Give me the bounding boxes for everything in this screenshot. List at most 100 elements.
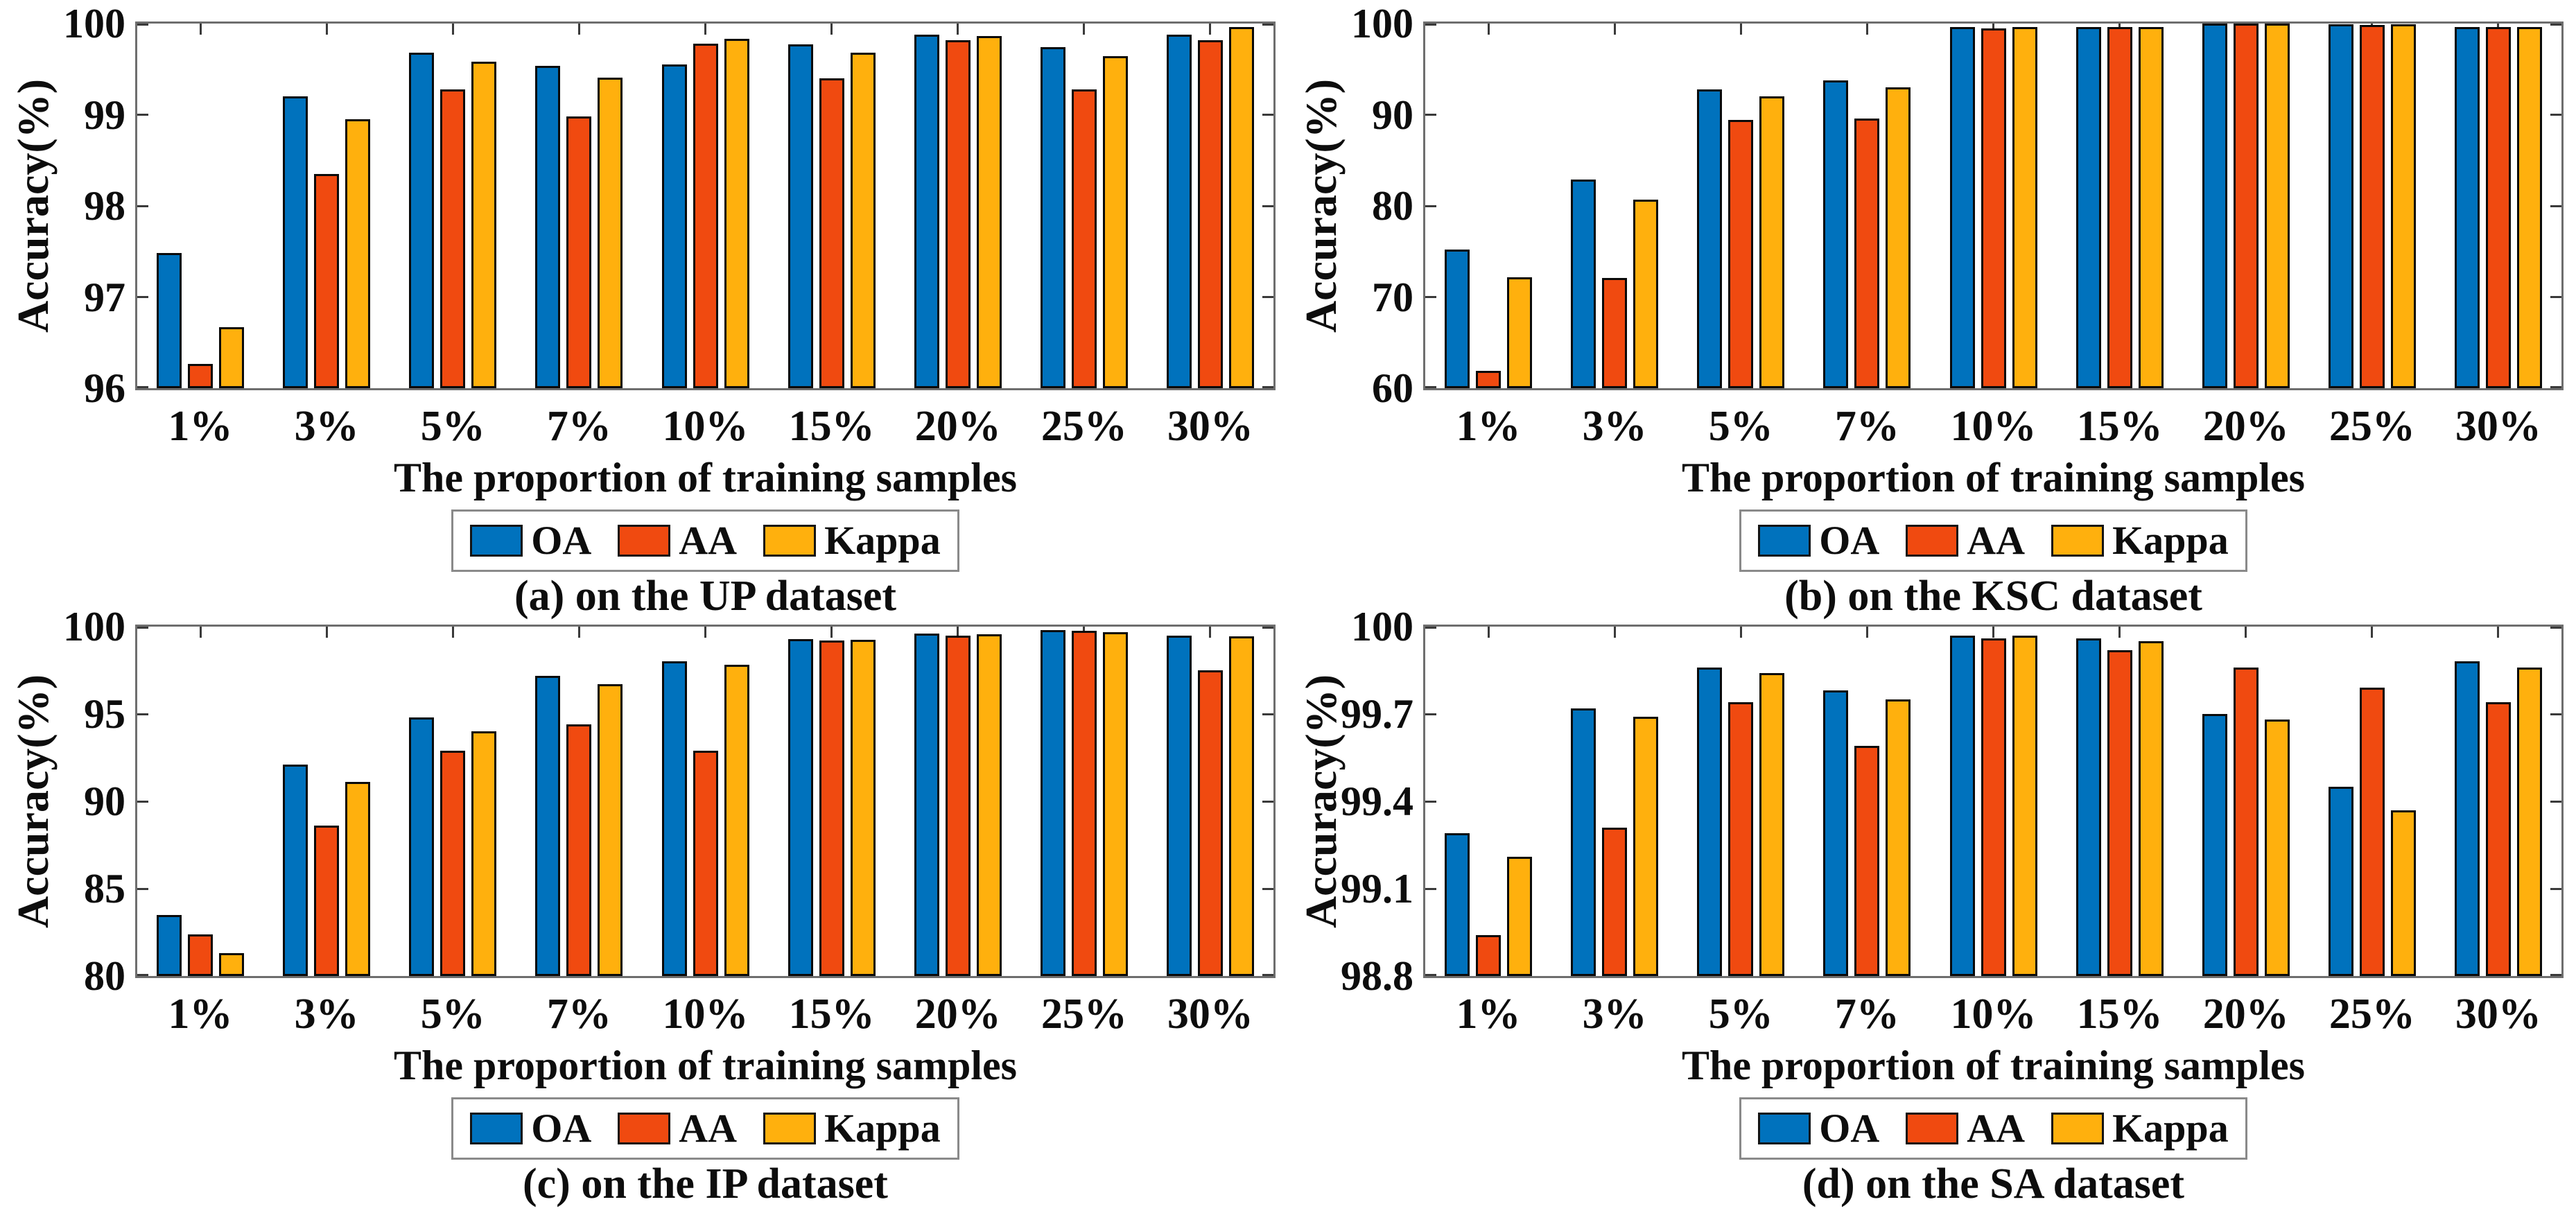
bar-kappa-20% <box>2264 720 2290 976</box>
bar-oa-10% <box>661 64 687 388</box>
bar-kappa-7% <box>598 77 623 388</box>
legend: OA AA Kappa <box>135 509 1276 572</box>
subplot-b: Accuracy(%) 60 70 80 90 100 1% 3% 5% 7% 10% 15% 20% 2… <box>1288 0 2576 620</box>
x-tick-label: 5% <box>1708 991 1773 1038</box>
bar-oa-7% <box>535 65 561 388</box>
x-tick-label: 1% <box>1456 403 1521 450</box>
legend: OA AA Kappa <box>135 1097 1276 1160</box>
legend-item-kappa: Kappa <box>2051 1106 2229 1151</box>
y-tick-mark <box>137 24 148 26</box>
bar-kappa-15% <box>2138 641 2164 976</box>
x-tick-label: 10% <box>662 403 749 450</box>
y-tick-mark <box>1425 386 1436 388</box>
y-tick-label: 90 <box>84 778 125 824</box>
y-tick-mark <box>1425 114 1436 116</box>
y-tick-mark <box>1262 204 1273 207</box>
bar-oa-3% <box>283 96 308 388</box>
x-tick-mark <box>325 24 328 35</box>
y-tick-mark <box>1425 204 1436 207</box>
bar-kappa-30% <box>1228 636 1254 976</box>
subplot-c: Accuracy(%) 80 85 90 95 100 1% 3% 5% 7% 10% 15% 20% 2… <box>0 604 1288 1220</box>
bar-oa-15% <box>2075 26 2101 388</box>
bar-kappa-15% <box>2138 26 2164 388</box>
legend-item-kappa: Kappa <box>763 1106 941 1151</box>
y-tick-mark <box>137 800 148 803</box>
x-tick-mark <box>2245 627 2247 638</box>
x-tick-mark <box>1613 627 1616 638</box>
subplot-a: Accuracy(%) 96 97 98 99 100 1% 3% 5% 7% 10% 15% 20% 2… <box>0 0 1288 620</box>
bar-aa-20% <box>945 635 971 976</box>
legend-item-aa: AA <box>1906 518 2025 563</box>
legend-swatch-oa <box>470 1113 523 1144</box>
bar-kappa-20% <box>2264 24 2290 388</box>
bar-oa-20% <box>2202 714 2227 976</box>
x-tick-mark <box>577 627 580 638</box>
bar-aa-20% <box>945 40 971 388</box>
y-tick-label: 100 <box>1351 604 1413 650</box>
bar-kappa-25% <box>1102 56 1128 388</box>
y-tick-label: 100 <box>1351 1 1413 46</box>
bar-oa-15% <box>2075 638 2101 976</box>
legend-label-kappa: Kappa <box>2112 1106 2229 1151</box>
y-tick-label: 70 <box>1372 274 1413 320</box>
legend-swatch-kappa <box>2051 1113 2105 1144</box>
y-tick-label: 98 <box>84 183 125 229</box>
x-tick-label: 25% <box>1041 991 1127 1038</box>
legend-item-oa: OA <box>470 1106 591 1151</box>
bar-oa-7% <box>535 675 561 976</box>
legend-item-aa: AA <box>618 518 737 563</box>
bar-aa-3% <box>314 173 340 388</box>
y-tick-mark <box>1262 296 1273 298</box>
y-tick-mark <box>2550 296 2561 298</box>
bar-oa-15% <box>787 638 813 976</box>
bar-oa-10% <box>661 661 687 976</box>
y-tick-mark <box>1262 386 1273 388</box>
legend-label-kappa: Kappa <box>824 518 941 563</box>
bar-aa-1% <box>1476 935 1502 976</box>
bar-kappa-20% <box>976 634 1002 976</box>
bar-kappa-7% <box>1886 87 1911 388</box>
y-tick-mark <box>137 713 148 715</box>
x-tick-label: 30% <box>1167 991 1253 1038</box>
legend-item-oa: OA <box>1758 518 1879 563</box>
legend-label-aa: AA <box>1967 518 2026 563</box>
bar-kappa-15% <box>850 53 876 388</box>
x-tick-label: 1% <box>1456 991 1521 1038</box>
bar-aa-10% <box>1981 638 2006 976</box>
bar-aa-7% <box>566 724 592 976</box>
plot-area <box>135 21 1276 390</box>
bar-oa-1% <box>157 253 182 388</box>
y-tick-mark <box>137 296 148 298</box>
bar-kappa-1% <box>1507 277 1533 388</box>
plot-area <box>135 625 1276 978</box>
bar-kappa-30% <box>2516 26 2542 388</box>
y-tick-mark <box>1262 627 1273 629</box>
y-tick-mark <box>1262 887 1273 890</box>
x-tick-label: 7% <box>546 403 611 450</box>
y-tick-mark <box>2550 887 2561 890</box>
bar-kappa-20% <box>976 36 1002 388</box>
x-tick-label: 5% <box>1708 403 1773 450</box>
legend-swatch-oa <box>470 525 523 557</box>
y-tick-mark <box>137 204 148 207</box>
x-tick-mark <box>199 627 202 638</box>
y-tick-mark <box>1425 887 1436 890</box>
bar-kappa-3% <box>1633 199 1659 388</box>
bar-oa-30% <box>1166 34 1192 388</box>
bar-oa-25% <box>2328 24 2353 388</box>
bar-aa-25% <box>2359 24 2385 388</box>
x-tick-label: 20% <box>2202 991 2289 1038</box>
bar-kappa-5% <box>471 731 497 976</box>
bar-aa-15% <box>2107 27 2132 388</box>
y-tick-label: 85 <box>84 866 125 912</box>
bar-oa-5% <box>1697 667 1723 976</box>
x-tick-label: 3% <box>294 403 359 450</box>
x-tick-label: 15% <box>788 991 875 1038</box>
x-tick-label: 20% <box>2202 403 2289 450</box>
bar-oa-25% <box>2328 787 2353 976</box>
x-tick-label: 7% <box>1834 991 1899 1038</box>
bar-oa-7% <box>1823 690 1849 976</box>
y-tick-label: 96 <box>84 365 125 411</box>
x-tick-mark <box>2371 627 2374 638</box>
